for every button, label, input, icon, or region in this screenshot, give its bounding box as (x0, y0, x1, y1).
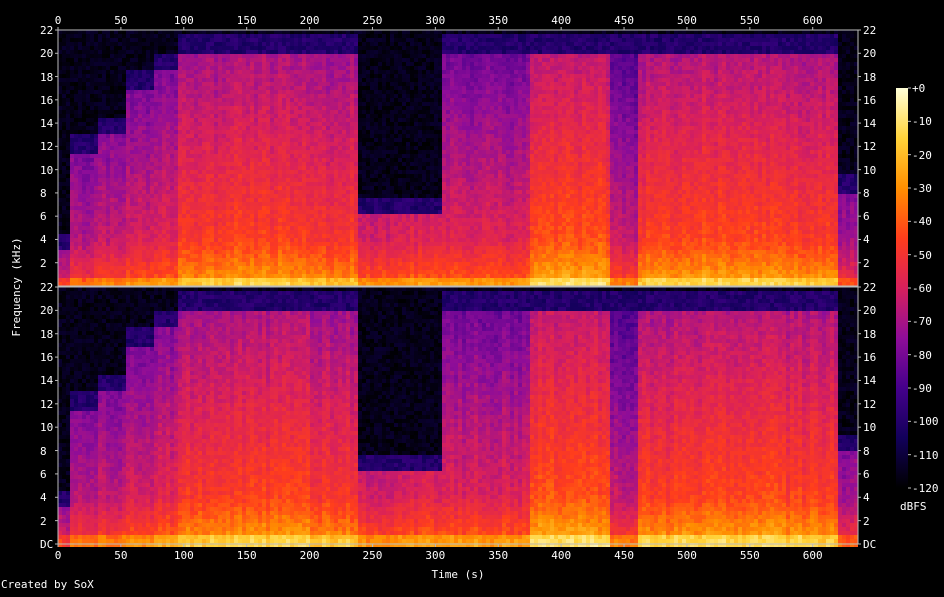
y-tick-label-right: 18 (863, 71, 876, 84)
x-tick-label-bottom: 150 (237, 549, 257, 562)
x-tick-label-bottom: 350 (488, 549, 508, 562)
y-tick-label-left: 14 (40, 117, 54, 130)
colorbar-tick-label: -100 (912, 415, 939, 428)
y-tick-label-right: 22 (863, 281, 876, 294)
x-tick-label-bottom: 400 (551, 549, 571, 562)
y-tick-label-left: 2 (40, 257, 47, 270)
y-tick-label-right: 18 (863, 328, 876, 341)
colorbar-tick-label: -80 (912, 349, 932, 362)
x-tick-label-bottom: 600 (803, 549, 823, 562)
colorbar-tick-label: -10 (912, 115, 932, 128)
y-tick-label-left: 10 (40, 164, 53, 177)
colorbar-tick-label: -110 (912, 449, 939, 462)
y-tick-label-right: 6 (863, 468, 870, 481)
y-tick-label-left: 18 (40, 328, 53, 341)
x-axis-label: Time (s) (432, 568, 485, 581)
x-tick-label-top: 400 (551, 14, 571, 27)
colorbar-label: dBFS (900, 500, 927, 513)
x-tick-label-bottom: 100 (174, 549, 194, 562)
y-tick-label-right: 10 (863, 164, 876, 177)
y-tick-label-right: 12 (863, 140, 876, 153)
colorbar-tick-label: -90 (912, 382, 932, 395)
x-tick-label-top: 450 (614, 14, 634, 27)
y-tick-label-right: 2 (863, 515, 870, 528)
colorbar-tick-label: -70 (912, 315, 932, 328)
y-tick-label-right: 16 (863, 94, 876, 107)
y-tick-label-right: 8 (863, 445, 870, 458)
channel-2-spectrogram (58, 287, 858, 547)
colorbar-tick-label: -20 (912, 149, 932, 162)
y-tick-label-right: 4 (863, 491, 870, 504)
y-tick-label-left: 12 (40, 398, 53, 411)
colorbar-tick-label: -120 (912, 482, 939, 495)
x-tick-label-top: 300 (425, 14, 445, 27)
y-tick-label-left: 16 (40, 94, 53, 107)
y-tick-label-left: 8 (40, 445, 47, 458)
x-tick-label-top: 350 (488, 14, 508, 27)
y-tick-label-left: 22 (40, 281, 53, 294)
y-tick-label-right: 4 (863, 233, 870, 246)
y-tick-label-left: 4 (40, 233, 47, 246)
colorbar-tick-label: -60 (912, 282, 932, 295)
y-tick-label-left: 8 (40, 187, 47, 200)
x-tick-label-top: 250 (363, 14, 383, 27)
y-tick-label-left: 14 (40, 374, 54, 387)
colorbar-tick-label: +0 (912, 82, 925, 95)
y-tick-label-left: 18 (40, 71, 53, 84)
x-tick-label-top: 0 (55, 14, 62, 27)
y-tick-label-left: 20 (40, 304, 53, 317)
y-tick-label-right: 14 (863, 374, 877, 387)
x-tick-label-bottom: 550 (740, 549, 760, 562)
colorbar-tick-label: -50 (912, 249, 932, 262)
y-axis-label: Frequency (kHz) (10, 237, 23, 336)
x-tick-label-top: 200 (300, 14, 320, 27)
y-tick-label-left: 4 (40, 491, 47, 504)
x-tick-label-top: 50 (114, 14, 127, 27)
y-tick-label-left: 2 (40, 515, 47, 528)
colorbar-scale (896, 88, 908, 488)
x-tick-label-bottom: 450 (614, 549, 634, 562)
y-tick-label-right: 6 (863, 210, 870, 223)
y-tick-label-left: 12 (40, 140, 53, 153)
x-tick-label-bottom: 300 (425, 549, 445, 562)
y-tick-label-left: 20 (40, 47, 53, 60)
y-tick-label-right: 20 (863, 304, 876, 317)
y-tick-label-right: 14 (863, 117, 877, 130)
y-tick-label-right: 20 (863, 47, 876, 60)
y-tick-label-left: 6 (40, 468, 47, 481)
y-tick-label-right: 22 (863, 24, 876, 37)
channel-1-spectrogram (58, 30, 858, 286)
footer-credit: Created by SoX (1, 578, 94, 591)
y-tick-label-right: 12 (863, 398, 876, 411)
y-tick-label-left: DC (40, 538, 53, 551)
x-tick-label-top: 550 (740, 14, 760, 27)
y-tick-label-right: 2 (863, 257, 870, 270)
x-tick-label-bottom: 250 (363, 549, 383, 562)
x-tick-label-bottom: 0 (55, 549, 62, 562)
y-tick-label-left: 16 (40, 351, 53, 364)
colorbar-tick-label: -40 (912, 215, 932, 228)
colorbar-tick-label: -30 (912, 182, 932, 195)
y-tick-label-right: DC (863, 538, 876, 551)
y-tick-label-right: 8 (863, 187, 870, 200)
y-tick-label-left: 10 (40, 421, 53, 434)
x-tick-label-top: 600 (803, 14, 823, 27)
y-tick-label-left: 6 (40, 210, 47, 223)
x-tick-label-bottom: 50 (114, 549, 127, 562)
y-tick-label-left: 22 (40, 24, 53, 37)
x-tick-label-top: 150 (237, 14, 257, 27)
y-tick-label-right: 10 (863, 421, 876, 434)
y-tick-label-right: 16 (863, 351, 876, 364)
x-tick-label-top: 500 (677, 14, 697, 27)
x-tick-label-bottom: 500 (677, 549, 697, 562)
x-tick-label-bottom: 200 (300, 549, 320, 562)
x-tick-label-top: 100 (174, 14, 194, 27)
